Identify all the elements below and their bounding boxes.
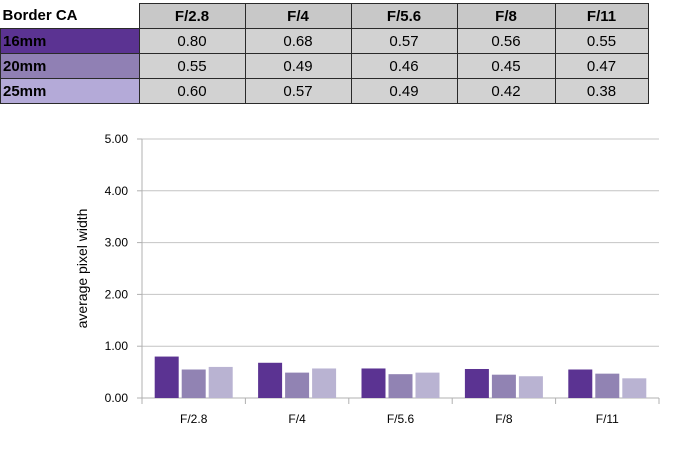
bar: [361, 368, 386, 398]
column-header: F/8: [456, 3, 556, 29]
bar: [285, 372, 310, 398]
y-tick-label: 3.00: [105, 236, 129, 250]
bar: [518, 376, 543, 398]
bar: [464, 368, 489, 398]
bar: [208, 366, 233, 398]
bar: [181, 369, 206, 398]
x-tick-label: F/2.8: [180, 412, 208, 426]
bar: [568, 369, 593, 398]
y-tick-label: 5.00: [105, 132, 129, 146]
x-tick-label: F/8: [495, 412, 513, 426]
table-cell: 0.55: [554, 28, 649, 54]
x-tick-label: F/11: [596, 412, 619, 426]
y-tick-label: 0.00: [105, 391, 129, 405]
table-row: 25mm 0.60 0.57 0.49 0.42 0.38: [0, 78, 649, 104]
row-label-25mm: 25mm: [0, 78, 140, 104]
table-cell: 0.68: [244, 28, 352, 54]
row-label-16mm: 16mm: [0, 28, 140, 54]
table-cell: 0.49: [350, 78, 458, 104]
bar: [258, 362, 283, 398]
table-cell: 0.57: [244, 78, 352, 104]
column-header: F/5.6: [350, 3, 458, 29]
table-row: 16mm 0.80 0.68 0.57 0.56 0.55: [0, 28, 649, 54]
bar: [622, 378, 647, 398]
bar: [595, 373, 620, 398]
table-cell: 0.57: [350, 28, 458, 54]
table-cell: 0.46: [350, 53, 458, 79]
x-tick-label: F/5.6: [387, 412, 415, 426]
table-cell: 0.49: [244, 53, 352, 79]
table-cell: 0.80: [138, 28, 246, 54]
y-tick-label: 1.00: [105, 339, 129, 353]
y-tick-label: 2.00: [105, 287, 129, 301]
data-table: Border CA F/2.8 F/4 F/5.6 F/8 F/11 16mm …: [0, 3, 649, 104]
row-label-20mm: 20mm: [0, 53, 140, 79]
y-axis-title: average pixel width: [74, 209, 90, 329]
table-cell: 0.42: [456, 78, 556, 104]
table-cell: 0.60: [138, 78, 246, 104]
bar: [415, 372, 440, 398]
table-corner-label: Border CA: [0, 3, 139, 29]
x-tick-label: F/4: [288, 412, 306, 426]
bar: [388, 374, 413, 398]
column-header: F/11: [554, 3, 649, 29]
table-header-row: Border CA F/2.8 F/4 F/5.6 F/8 F/11: [0, 3, 649, 29]
table-cell: 0.55: [138, 53, 246, 79]
column-header: F/2.8: [138, 3, 246, 29]
table-cell: 0.38: [554, 78, 649, 104]
table-cell: 0.56: [456, 28, 556, 54]
y-tick-label: 4.00: [105, 184, 129, 198]
bar: [491, 374, 516, 398]
bar: [312, 368, 337, 398]
bar: [154, 356, 179, 398]
